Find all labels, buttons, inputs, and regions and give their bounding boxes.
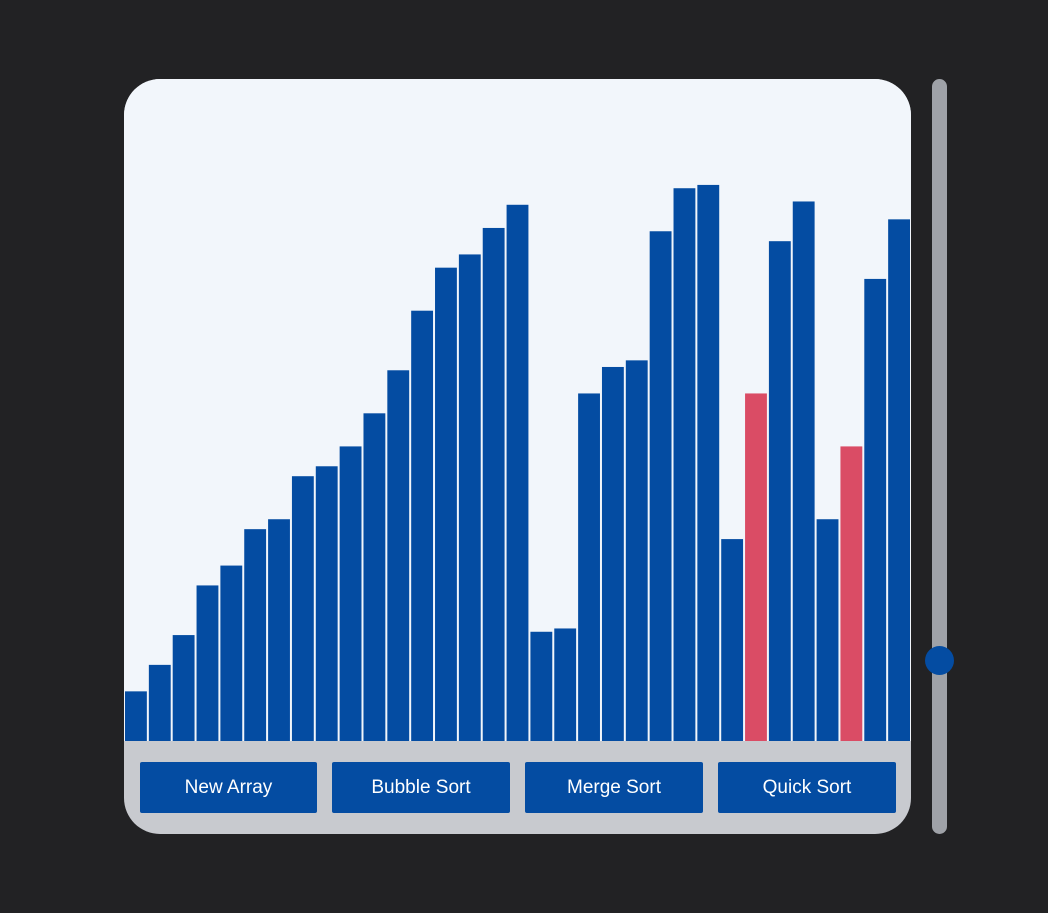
bar — [721, 539, 744, 741]
bar-chart-svg — [125, 184, 910, 741]
quick-sort-button[interactable]: Quick Sort — [718, 762, 896, 813]
bar — [697, 184, 720, 741]
bar — [578, 393, 600, 741]
bar — [387, 370, 410, 741]
bar — [864, 278, 887, 741]
bar — [196, 585, 219, 741]
bar — [554, 628, 577, 741]
bar — [649, 231, 672, 741]
bar — [125, 691, 147, 741]
bar — [673, 188, 696, 741]
speed-slider[interactable] — [925, 79, 954, 834]
bar-highlighted — [745, 393, 767, 741]
bar — [220, 565, 243, 741]
bar — [530, 631, 553, 741]
bar-highlighted — [840, 446, 863, 741]
slider-thumb[interactable] — [925, 645, 954, 675]
bar — [482, 227, 505, 741]
bar — [816, 519, 839, 741]
bar — [315, 466, 338, 741]
bar — [601, 366, 624, 741]
bar — [888, 219, 910, 741]
new-array-button[interactable]: New Array — [140, 762, 317, 813]
bar — [506, 204, 529, 741]
bar — [172, 635, 195, 741]
bar — [435, 267, 457, 741]
bubble-sort-button[interactable]: Bubble Sort — [332, 762, 510, 813]
bar — [268, 519, 290, 741]
visualizer-panel: New Array Bubble Sort Merge Sort Quick S… — [124, 79, 911, 834]
bar — [768, 241, 791, 741]
merge-sort-button[interactable]: Merge Sort — [525, 762, 703, 813]
bar — [792, 201, 815, 741]
bar — [148, 664, 171, 741]
slider-track[interactable] — [932, 79, 947, 834]
bar — [339, 446, 362, 741]
bar — [363, 413, 386, 741]
bar — [291, 476, 314, 741]
bar — [244, 529, 267, 741]
bar — [625, 360, 648, 741]
bar — [411, 310, 434, 741]
bar-chart — [124, 79, 911, 741]
controls-bar: New Array Bubble Sort Merge Sort Quick S… — [124, 741, 911, 834]
bar — [458, 254, 481, 741]
